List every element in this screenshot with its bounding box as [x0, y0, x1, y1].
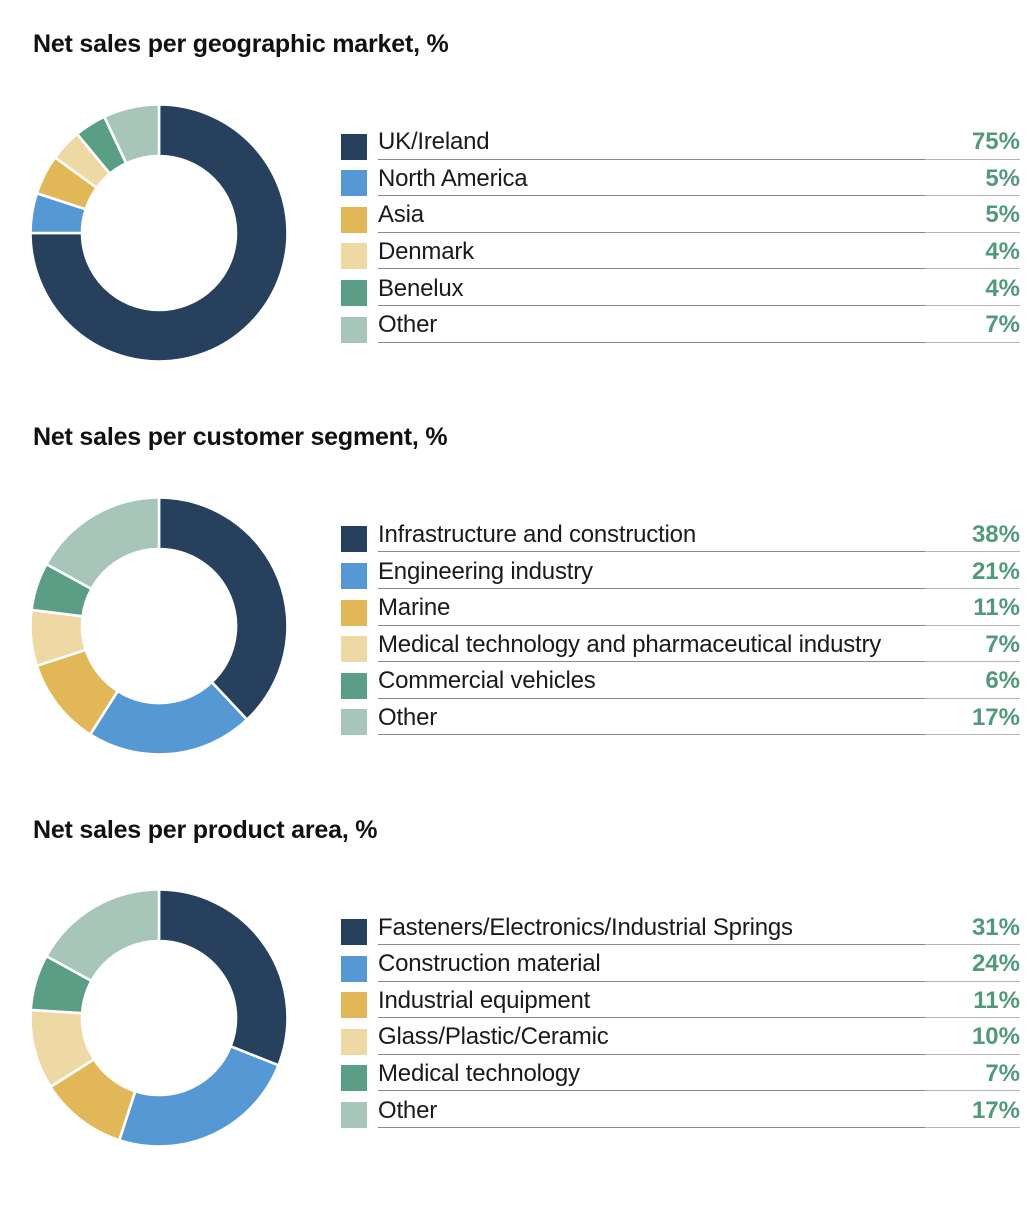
- legend-swatch: [341, 636, 367, 663]
- legend-swatch: [341, 279, 367, 306]
- chart-content: Fasteners/Electronics/Industrial Springs…: [0, 888, 1028, 1149]
- legend-label: Glass/Plastic/Ceramic: [378, 1024, 925, 1055]
- legend-value: 24%: [925, 950, 1020, 982]
- legend: Fasteners/Electronics/Industrial Springs…: [341, 908, 1020, 1129]
- donut-segment: [102, 102, 161, 165]
- legend-item: Other 7%: [341, 306, 1020, 343]
- legend-item: Denmark 4%: [341, 233, 1020, 270]
- legend: Infrastructure and construction 38% Engine…: [341, 516, 1020, 736]
- legend-value: 11%: [925, 594, 1020, 626]
- legend-swatch: [341, 243, 367, 270]
- legend-label: Medical technology: [378, 1060, 925, 1092]
- legend-label: Other: [378, 704, 925, 736]
- legend-item: Engineering industry 21%: [341, 552, 1020, 589]
- legend-label: Construction material: [378, 950, 925, 982]
- legend-value: 31%: [925, 914, 1020, 946]
- chart-title: Net sales per customer segment, %: [33, 422, 448, 451]
- chart-title: Net sales per product area, %: [33, 815, 378, 844]
- legend-label: Medical technology and pharmaceutical in…: [378, 631, 925, 663]
- legend-swatch: [341, 992, 367, 1019]
- legend-swatch: [341, 562, 367, 589]
- legend-value: 6%: [925, 667, 1020, 699]
- legend-item: Industrial equipment 11%: [341, 982, 1020, 1019]
- legend-item: Benelux 4%: [341, 269, 1020, 306]
- legend-swatch: [341, 170, 367, 197]
- legend-value: 5%: [925, 165, 1020, 197]
- legend-item: Glass/Plastic/Ceramic 10%: [341, 1018, 1020, 1055]
- legend-item: Medical technology and pharmaceutical in…: [341, 626, 1020, 663]
- legend-value: 21%: [925, 558, 1020, 589]
- donut-chart: [29, 495, 289, 756]
- legend-swatch: [341, 672, 367, 699]
- chart-section-geographic-market: Net sales per geographic market, % UK/Ir…: [0, 30, 1028, 363]
- chart-section-product-area: Net sales per product area, % Fasteners/…: [0, 816, 1028, 1149]
- legend-swatch: [341, 709, 367, 736]
- legend-swatch: [341, 955, 367, 982]
- donut-segment: [29, 102, 289, 363]
- legend-label: Engineering industry: [378, 558, 925, 589]
- legend-item: Other 17%: [341, 699, 1020, 736]
- donut-segment: [44, 888, 161, 983]
- legend-swatch: [341, 1065, 367, 1092]
- legend-item: Commercial vehicles 6%: [341, 662, 1020, 699]
- legend-item: Fasteners/Electronics/Industrial Springs…: [341, 908, 1020, 946]
- chart-title: Net sales per geographic market, %: [33, 30, 449, 58]
- donut-segment: [117, 1044, 281, 1149]
- legend-value: 7%: [925, 631, 1020, 663]
- legend-value: 4%: [925, 275, 1020, 306]
- legend-label: Asia: [378, 201, 925, 233]
- legend-value: 75%: [925, 128, 1020, 160]
- legend-swatch: [341, 526, 367, 553]
- legend-label: Commercial vehicles: [378, 667, 925, 699]
- legend-item: Other 17%: [341, 1091, 1020, 1129]
- donut-segment: [157, 888, 289, 1068]
- legend-value: 17%: [925, 704, 1020, 736]
- chart-content: UK/Ireland 75% North America 5% Asia 5% Denmar…: [0, 102, 1028, 363]
- donut-chart: [29, 102, 289, 363]
- legend-value: 17%: [925, 1097, 1020, 1129]
- legend-label: Fasteners/Electronics/Industrial Springs: [378, 914, 925, 946]
- legend-swatch: [341, 1102, 367, 1129]
- legend-value: 4%: [925, 238, 1020, 270]
- legend-swatch: [341, 316, 367, 343]
- donut-chart: [29, 888, 289, 1149]
- legend-value: 11%: [925, 987, 1020, 1019]
- legend-value: 7%: [925, 1060, 1020, 1092]
- legend-swatch: [341, 599, 367, 626]
- legend-label: UK/Ireland: [378, 128, 925, 160]
- chart-section-customer-segment: Net sales per customer segment, % Infras…: [0, 423, 1028, 756]
- legend-label: Denmark: [378, 238, 925, 270]
- legend: UK/Ireland 75% North America 5% Asia 5% Denmar…: [341, 123, 1020, 343]
- legend-value: 7%: [925, 311, 1020, 343]
- legend-item: Infrastructure and construction 38%: [341, 516, 1020, 553]
- legend-value: 38%: [925, 521, 1020, 553]
- legend-label: Other: [378, 1097, 925, 1129]
- legend-value: 10%: [925, 1024, 1020, 1055]
- legend-label: Other: [378, 311, 925, 343]
- donut-segment: [44, 495, 161, 591]
- legend-value: 5%: [925, 201, 1020, 233]
- legend-item: Construction material 24%: [341, 945, 1020, 982]
- legend-label: Industrial equipment: [378, 987, 925, 1019]
- chart-content: Infrastructure and construction 38% Engine…: [0, 495, 1028, 756]
- legend-item: Marine 11%: [341, 589, 1020, 626]
- legend-item: North America 5%: [341, 160, 1020, 197]
- legend-swatch: [341, 206, 367, 233]
- legend-label: Marine: [378, 594, 925, 626]
- legend-item: Medical technology 7%: [341, 1055, 1020, 1092]
- donut-segment: [157, 495, 289, 722]
- legend-swatch: [341, 919, 367, 946]
- legend-swatch: [341, 133, 367, 160]
- legend-label: North America: [378, 165, 925, 197]
- legend-label: Benelux: [378, 275, 925, 306]
- legend-swatch: [341, 1028, 367, 1055]
- legend-item: Asia 5%: [341, 196, 1020, 233]
- legend-item: UK/Ireland 75%: [341, 123, 1020, 160]
- legend-label: Infrastructure and construction: [378, 521, 925, 553]
